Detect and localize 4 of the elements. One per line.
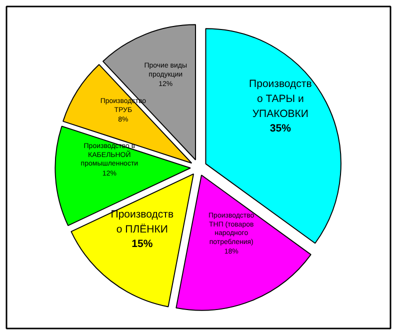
slice-label: Производств о ТАРЫ и УПАКОВКИ [249,78,312,120]
slice-label: Производств о ПЛЁНКИ [110,208,174,236]
data-label: 15% [132,238,154,250]
data-label: 35% [270,122,292,135]
